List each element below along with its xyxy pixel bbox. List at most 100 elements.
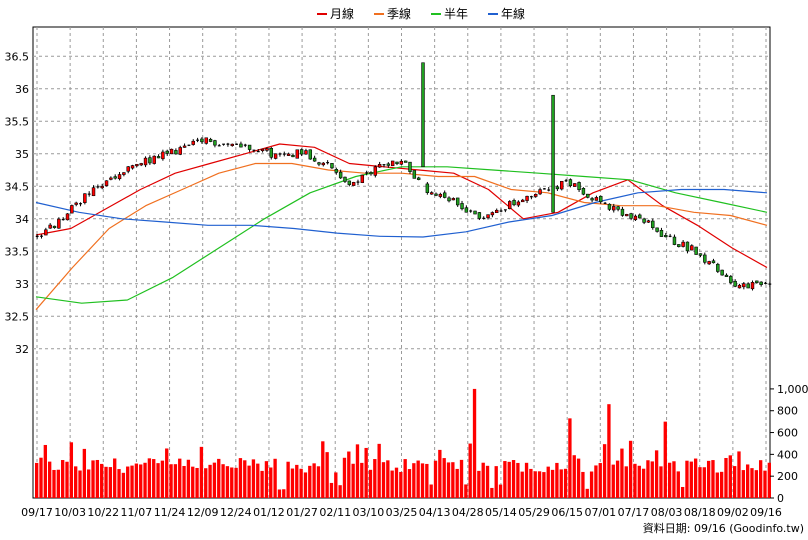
volume-tick-label: 800 — [777, 405, 798, 418]
candle — [616, 205, 620, 212]
candle — [304, 148, 308, 155]
volume-bar — [754, 470, 758, 498]
candle-body — [720, 269, 724, 276]
volume-bar — [581, 471, 585, 498]
candle — [534, 193, 538, 198]
candle — [347, 180, 352, 187]
date-tick-label: 05/14 — [485, 506, 517, 519]
volume-bar — [520, 471, 524, 498]
candle-body — [681, 241, 685, 247]
candle-body — [521, 199, 525, 203]
volume-bar — [78, 470, 82, 498]
candle — [646, 219, 651, 223]
candle — [629, 212, 633, 221]
candle-body — [117, 174, 122, 180]
date-tick-label: 10/22 — [87, 506, 119, 519]
candle — [716, 262, 720, 274]
volume-bar — [39, 457, 43, 498]
candle-body — [299, 149, 304, 155]
volume-bar — [178, 458, 182, 498]
volume-bar — [65, 461, 69, 498]
candle-body — [698, 253, 703, 256]
volume-bar — [685, 460, 689, 498]
legend-label: 年線 — [501, 6, 525, 21]
volume-bar — [412, 463, 416, 498]
volume-bar — [121, 472, 126, 498]
candle-body — [317, 162, 321, 165]
volume-bar — [680, 486, 685, 498]
candle-body — [70, 205, 74, 214]
candle — [490, 211, 495, 218]
volume-bar — [173, 464, 178, 498]
price-candles — [35, 62, 772, 291]
volume-bar — [377, 443, 381, 498]
candle-body — [308, 149, 313, 160]
candle — [282, 151, 286, 157]
volume-bar — [516, 462, 520, 498]
date-tick-label: 12/24 — [220, 506, 252, 519]
candle — [521, 198, 525, 203]
candle — [451, 197, 456, 201]
candle — [126, 166, 130, 174]
candle-body — [625, 214, 629, 217]
candle — [91, 185, 96, 197]
volume-bar — [572, 455, 576, 498]
price-tick-label: 36 — [15, 83, 29, 96]
volume-bar — [230, 467, 234, 498]
candle — [182, 143, 187, 148]
candle-body — [659, 229, 664, 237]
candle — [755, 280, 759, 284]
candle-body — [677, 244, 681, 247]
candle — [720, 269, 724, 276]
date-tick-label: 08/18 — [684, 506, 716, 519]
date-tick-label: 08/03 — [651, 506, 683, 519]
volume-bar — [494, 466, 498, 498]
volume-bar — [238, 458, 243, 498]
candle — [260, 148, 265, 153]
volume-bar — [659, 466, 663, 498]
candle-body — [343, 176, 347, 182]
date-tick-label: 03/10 — [353, 506, 385, 519]
candle — [79, 202, 82, 207]
candle — [529, 195, 533, 200]
volume-bar — [433, 460, 438, 498]
legend-item: 月線 — [317, 6, 354, 21]
volume-bar — [667, 462, 672, 498]
candle — [139, 162, 143, 167]
candle — [750, 280, 755, 291]
volume-bar — [100, 463, 104, 498]
volume-bar — [204, 468, 208, 498]
volume-bar — [325, 452, 329, 498]
volume-bar — [719, 471, 724, 498]
candle-body — [273, 153, 278, 159]
candle-body — [403, 160, 408, 163]
volume-bar — [676, 471, 680, 498]
candle — [40, 234, 43, 239]
candle — [230, 143, 234, 147]
candle — [117, 171, 122, 181]
candle — [312, 155, 317, 162]
volume-bar — [455, 468, 459, 498]
candle — [594, 195, 599, 201]
candle-body — [586, 193, 590, 198]
candle — [612, 203, 616, 213]
candle — [494, 208, 499, 214]
candle — [222, 143, 226, 146]
candle — [317, 161, 321, 167]
candle — [625, 213, 629, 217]
volume-bar — [152, 459, 156, 498]
candle — [590, 196, 594, 203]
volume-bar — [351, 463, 355, 498]
data-date-footer: 資料日期: 09/16 (Goodinfo.tw) — [643, 521, 804, 535]
legend-item: 半年 — [431, 7, 468, 21]
candle — [247, 144, 252, 152]
candle-body — [534, 193, 538, 197]
candle-body — [412, 170, 417, 179]
candle-body — [716, 263, 720, 272]
volume-bar — [212, 462, 217, 498]
candle-body — [83, 193, 87, 203]
candle — [338, 169, 343, 179]
candle-body — [291, 154, 295, 158]
candle — [273, 153, 278, 160]
candle-body — [286, 153, 291, 156]
